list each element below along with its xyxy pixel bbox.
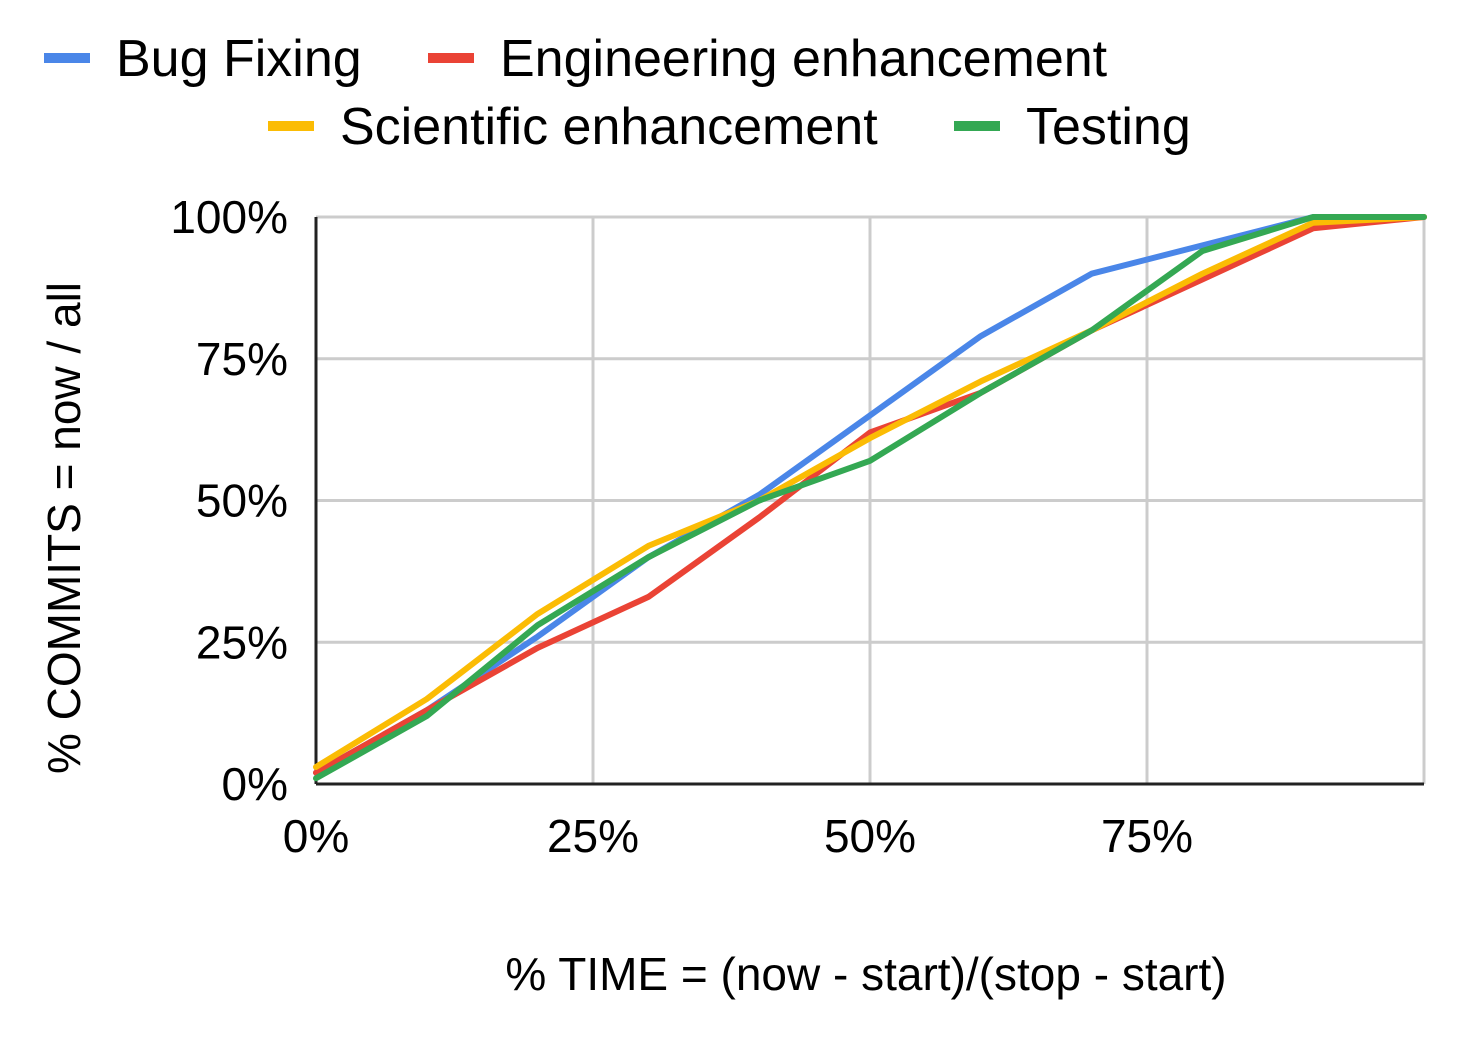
series-line-testing — [313, 214, 1427, 782]
x-tick-labels: 0% 25% 50% 75% — [283, 810, 1193, 862]
series-lines — [313, 214, 1427, 782]
x-axis-title: % TIME = (now - start)/(stop - start) — [505, 948, 1226, 1000]
x-tick-label: 50% — [824, 810, 916, 862]
x-tick-label: 75% — [1101, 810, 1193, 862]
y-tick-label: 50% — [196, 475, 288, 527]
y-tick-labels: 0% 25% 50% 75% 100% — [170, 191, 288, 810]
legend-label: Bug Fixing — [116, 30, 362, 88]
legend-swatch — [268, 121, 314, 131]
legend: Bug Fixing Engineering enhancement Scienti… — [44, 30, 1191, 156]
series-line-bug-fixing — [313, 214, 1427, 776]
y-tick-label: 0% — [222, 758, 288, 810]
legend-swatch — [44, 53, 90, 63]
legend-label: Testing — [1026, 98, 1191, 156]
legend-label: Scientific enhancement — [340, 98, 878, 156]
y-tick-label: 25% — [196, 616, 288, 668]
legend-label: Engineering enhancement — [500, 30, 1108, 88]
x-tick-label: 0% — [283, 810, 349, 862]
series-line-engineering-enhancement — [313, 214, 1427, 776]
grid-lines — [314, 215, 1426, 786]
y-axis-title: % COMMITS = now / all — [38, 282, 90, 774]
legend-swatch — [954, 121, 1000, 131]
legend-swatch — [428, 53, 474, 63]
y-tick-label: 75% — [196, 333, 288, 385]
axes — [314, 217, 1424, 786]
x-tick-label: 25% — [547, 810, 639, 862]
y-tick-label: 100% — [170, 191, 288, 243]
series-line-scientific-enhancement — [313, 214, 1427, 770]
